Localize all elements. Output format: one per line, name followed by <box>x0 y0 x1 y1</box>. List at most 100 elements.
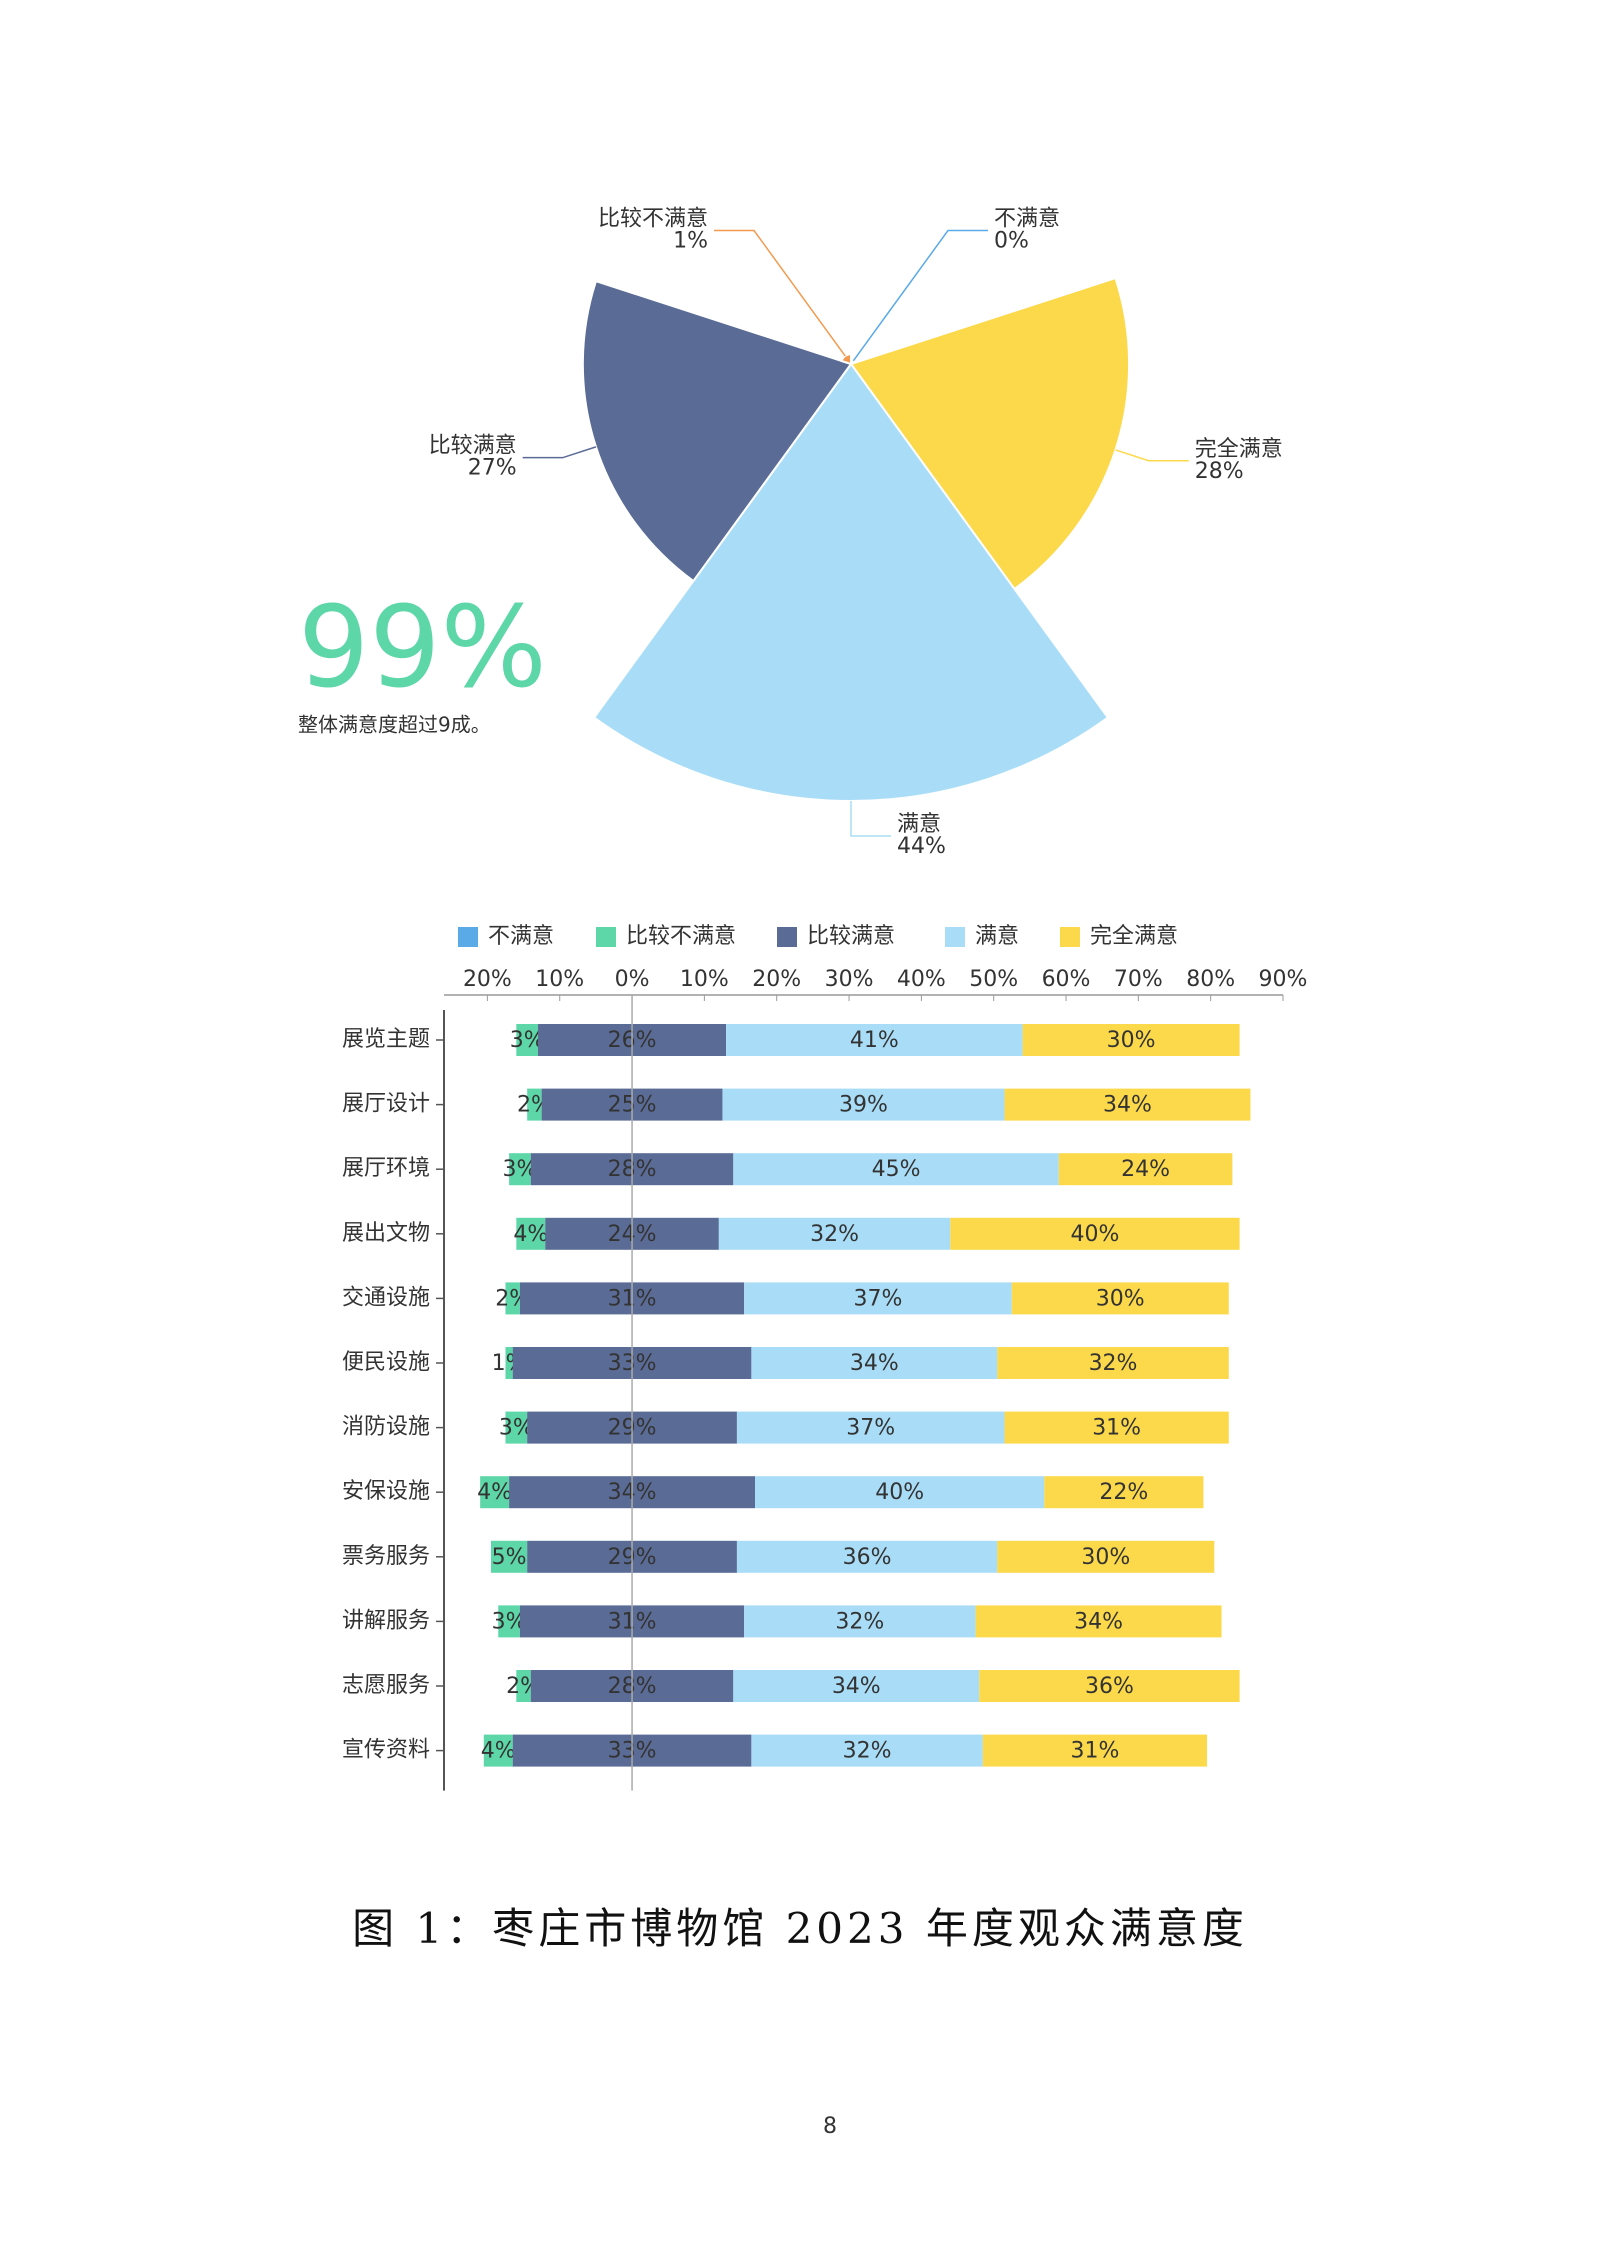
bar-segment <box>755 1476 1045 1509</box>
legend-swatch <box>1060 927 1080 947</box>
bar-value: 34% <box>850 1351 899 1376</box>
legend-label: 不满意 <box>488 924 554 949</box>
bar-segment <box>480 1476 510 1509</box>
legend-swatch <box>777 927 797 947</box>
y-tick-label: 展出文物 <box>342 1221 430 1246</box>
legend-label: 满意 <box>975 924 1019 949</box>
bar-value: 32% <box>1089 1351 1138 1376</box>
bar-segment <box>1022 1024 1240 1056</box>
x-tick-label: 70% <box>1114 967 1163 992</box>
bar-segment <box>1044 1476 1204 1509</box>
bar-segment <box>1058 1153 1233 1186</box>
x-tick-label: 80% <box>1186 967 1235 992</box>
bar-value: 40% <box>1070 1222 1119 1247</box>
bar-segment <box>733 1153 1059 1186</box>
bar-segment <box>726 1024 1023 1056</box>
slice-value: 27% <box>468 456 517 481</box>
label-line <box>850 801 891 837</box>
bar-value: 4% <box>481 1739 516 1764</box>
bar-segment <box>1011 1282 1229 1315</box>
legend-label: 完全满意 <box>1090 924 1178 949</box>
bar-value: 22% <box>1099 1480 1148 1505</box>
bar-segment <box>1004 1088 1251 1121</box>
page-number: 8 <box>823 2114 837 2139</box>
label-line <box>852 229 988 362</box>
bar-segment <box>718 1217 951 1250</box>
x-tick-label: 0% <box>615 967 650 992</box>
bar-value: 34% <box>1103 1093 1152 1118</box>
slice-label: 满意 <box>897 812 941 837</box>
bar-segment <box>736 1540 998 1573</box>
bar-value: 36% <box>843 1545 892 1570</box>
legend-swatch <box>945 927 965 947</box>
bar-value: 30% <box>1107 1028 1156 1053</box>
legend-swatch <box>458 927 478 947</box>
slice-label: 不满意 <box>994 207 1060 232</box>
bar-value: 30% <box>1081 1545 1130 1570</box>
bar-segment <box>516 1217 546 1250</box>
bar-segment <box>751 1347 998 1379</box>
bar-value: 37% <box>854 1286 903 1311</box>
bar-segment <box>997 1540 1215 1573</box>
bar-segment <box>751 1734 983 1767</box>
bar-segment <box>491 1540 528 1573</box>
y-tick-label: 展览主题 <box>342 1027 430 1052</box>
x-tick-label: 20% <box>752 967 801 992</box>
label-line <box>714 229 846 357</box>
slice-label: 完全满意 <box>1195 437 1283 462</box>
bar-value: 34% <box>1074 1609 1123 1634</box>
y-tick-label: 消防设施 <box>342 1415 430 1440</box>
slice-label: 比较不满意 <box>598 207 708 232</box>
x-tick-label: 40% <box>897 967 946 992</box>
bar-segment <box>736 1411 1005 1444</box>
x-tick-label: 60% <box>1042 967 1091 992</box>
bar-value: 5% <box>492 1545 527 1570</box>
bar-segment <box>516 1670 531 1702</box>
y-tick-label: 宣传资料 <box>342 1738 430 1763</box>
bar-segment <box>997 1347 1229 1379</box>
bar-value: 4% <box>477 1480 512 1505</box>
bar-segment <box>722 1088 1005 1121</box>
y-tick-label: 便民设施 <box>342 1350 430 1375</box>
rose-slice <box>581 279 853 583</box>
bar-segment <box>509 1153 531 1186</box>
bar-value: 24% <box>1121 1157 1170 1182</box>
y-tick-label: 展厅环境 <box>342 1156 430 1181</box>
bar-value: 32% <box>843 1739 892 1764</box>
x-tick-label: 20% <box>463 967 512 992</box>
legend-label: 比较不满意 <box>626 924 736 949</box>
bar-value: 36% <box>1085 1674 1134 1699</box>
bar-segment <box>950 1217 1240 1250</box>
x-tick-label: 90% <box>1259 967 1308 992</box>
label-line <box>1115 449 1189 462</box>
label-line <box>522 446 597 459</box>
slice-value: 44% <box>897 834 946 859</box>
bar-segment <box>505 1347 513 1379</box>
x-tick-label: 10% <box>680 967 729 992</box>
rose-slice <box>840 353 852 366</box>
slice-label: 比较满意 <box>429 434 517 459</box>
x-tick-label: 50% <box>969 967 1018 992</box>
bar-value: 31% <box>1092 1416 1141 1441</box>
bar-segment <box>516 1024 539 1056</box>
slice-value: 0% <box>994 229 1029 254</box>
bar-value: 31% <box>1070 1739 1119 1764</box>
bar-segment <box>744 1605 976 1638</box>
y-tick-label: 讲解服务 <box>342 1608 430 1633</box>
legend-label: 比较满意 <box>807 924 895 949</box>
note: 整体满意度超过9成。 <box>298 713 491 737</box>
slice-value: 28% <box>1195 459 1244 484</box>
slice-value: 1% <box>673 229 708 254</box>
bar-value: 34% <box>832 1674 881 1699</box>
y-tick-label: 交通设施 <box>342 1285 430 1310</box>
bar-segment <box>505 1282 520 1315</box>
bar-segment <box>733 1670 980 1702</box>
x-tick-label: 30% <box>825 967 874 992</box>
bar-segment <box>979 1670 1240 1702</box>
legend-swatch <box>596 927 616 947</box>
bar-value: 32% <box>810 1222 859 1247</box>
y-tick-label: 票务服务 <box>342 1544 430 1569</box>
bar-value: 41% <box>850 1028 899 1053</box>
bar-segment <box>498 1605 520 1638</box>
